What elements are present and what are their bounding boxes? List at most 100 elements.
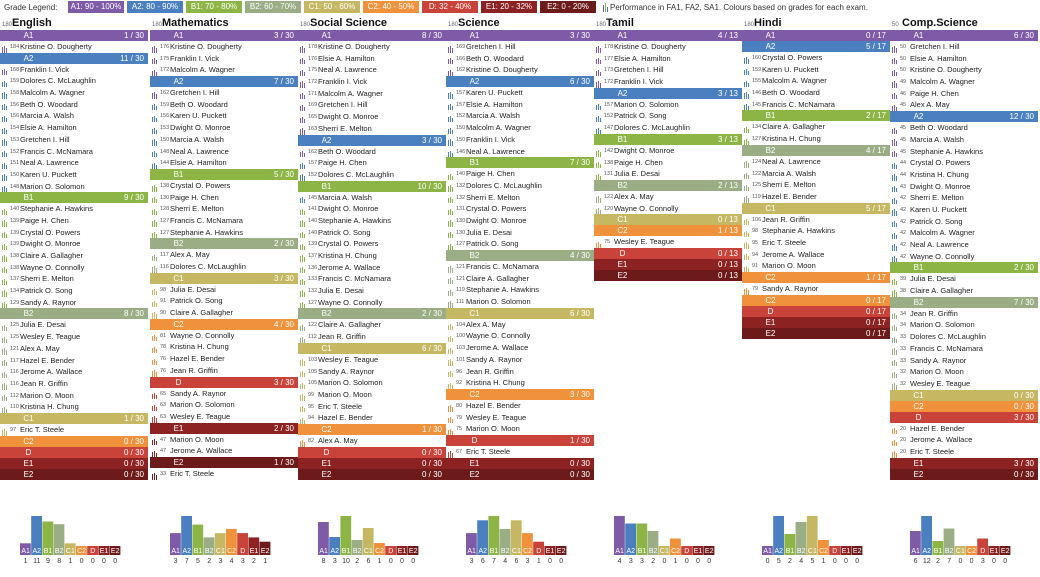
student-row: 137 Kristina H. Chung xyxy=(298,250,446,262)
grade-count: 0 / 13 xyxy=(717,259,738,269)
student-name: Neal A. Lawrence xyxy=(466,146,525,156)
histogram-value-label: 0 xyxy=(855,558,859,565)
grade-band-e2: E2 0 / 30 xyxy=(0,468,148,480)
student-name: Jerome A. Wallace xyxy=(466,343,529,353)
student-name: Neal A. Lawrence xyxy=(20,158,79,168)
histogram-value-label: 2 xyxy=(651,558,655,565)
histogram-value-label: 5 xyxy=(196,558,200,565)
student-row: 116 Dolores C. McLaughlin xyxy=(150,261,298,273)
student-score: 175 xyxy=(308,67,318,74)
student-name: Kristina H. Chung xyxy=(170,342,229,352)
student-row: 100 Wayne O. Connolly xyxy=(446,330,594,343)
student-row: 45 Beth O. Woodard xyxy=(890,122,1038,134)
histogram-category-swatch xyxy=(625,546,636,555)
histogram-value-label: 1 xyxy=(537,558,541,565)
student-name: Sherri E. Melton xyxy=(170,204,224,214)
student-score: 155 xyxy=(752,78,762,85)
student-name: Jean R. Griffin xyxy=(762,214,810,224)
histogram-category-swatch xyxy=(670,546,681,555)
exam-performance-icon xyxy=(300,298,306,309)
grade-label: E2 xyxy=(321,469,332,479)
grade-count: 8 / 30 xyxy=(421,31,442,40)
histogram-value-label: 0 xyxy=(970,558,974,565)
exam-performance-icon xyxy=(448,193,454,204)
student-score: 132 xyxy=(456,194,466,201)
student-name: Francis C. McNamara xyxy=(466,262,539,271)
histogram-value-label: 6 xyxy=(481,558,485,565)
student-name: Eric T. Steele xyxy=(20,424,65,434)
grade-label: B2 xyxy=(23,309,34,319)
histogram-value-label: 3 xyxy=(640,558,644,565)
student-name: Sandy A. Raynor xyxy=(762,284,819,293)
student-name: Marion O. Moon xyxy=(910,367,964,377)
student-row: 153 Gretchen I. Hill xyxy=(0,134,148,146)
exam-performance-icon xyxy=(152,54,158,65)
student-score: 151 xyxy=(10,160,20,167)
histogram-category-label: B1 xyxy=(342,548,351,555)
student-score: 138 xyxy=(604,159,614,166)
histogram-bar xyxy=(910,531,921,546)
subject-name: English xyxy=(12,17,52,29)
student-score: 140 xyxy=(308,229,318,236)
student-name: Paige H. Chen xyxy=(910,88,959,98)
student-row: 130 Paige H. Chen xyxy=(150,192,298,204)
exam-performance-icon xyxy=(448,425,454,435)
histogram-category-swatch xyxy=(362,546,374,555)
student-score: 117 xyxy=(10,357,19,364)
exam-performance-icon xyxy=(448,112,454,123)
histogram-bar xyxy=(670,538,681,546)
exam-performance-icon xyxy=(448,66,454,77)
student-name: Jean R. Griffin xyxy=(910,308,958,318)
student-score: 79 xyxy=(752,286,759,292)
histogram-category-label: E2 xyxy=(261,548,270,555)
histogram-value-label: 4 xyxy=(503,558,507,565)
exam-performance-icon xyxy=(2,240,8,250)
grade-label: C2 xyxy=(913,401,924,411)
student-row: 150 Malcolm A. Wagner xyxy=(446,122,594,134)
student-row: 112 Jean R. Griffin xyxy=(298,331,446,343)
student-score: 63 xyxy=(160,413,167,420)
student-score: 20 xyxy=(900,425,907,432)
exam-performance-icon xyxy=(300,89,306,100)
student-name: Julia E. Desai xyxy=(20,320,66,330)
histogram-category-swatch xyxy=(943,546,955,555)
student-row: 159 Dolores C. McLaughlin xyxy=(0,75,148,88)
student-score: 117 xyxy=(160,252,169,259)
exam-performance-icon xyxy=(892,241,898,251)
student-score: 172 xyxy=(604,79,614,86)
student-name: Kristine O. Dougherty xyxy=(318,42,390,51)
grade-count: 3 / 30 xyxy=(273,273,294,283)
student-row: 152 Marcia A. Walsh xyxy=(446,110,594,123)
histogram-category-label: C2 xyxy=(671,548,680,555)
grade-label: A1 xyxy=(321,31,332,40)
grade-label: E1 xyxy=(765,317,776,327)
student-row: 33 Sandy A. Raynor xyxy=(890,355,1038,367)
student-row: 151 Neal A. Lawrence xyxy=(0,157,148,169)
histogram-bar xyxy=(181,516,192,546)
student-name: Beth O. Woodard xyxy=(318,146,376,156)
histogram-bar xyxy=(806,516,818,546)
student-row: 131 Crystal O. Powers xyxy=(446,203,594,215)
student-score: 160 xyxy=(752,55,762,61)
histogram-bar xyxy=(522,533,533,546)
student-score: 67 xyxy=(456,448,463,455)
student-score: 127 xyxy=(456,241,466,248)
student-row: 99 Marion O. Moon xyxy=(298,389,446,401)
student-row: 79 Wesley E. Teague xyxy=(446,412,594,424)
student-row: 91 Patrick O. Song xyxy=(150,295,298,308)
grade-label: B2 xyxy=(173,239,184,249)
student-row: 138 Wayne O. Connolly xyxy=(0,262,148,274)
student-name: Malcolm A. Wagner xyxy=(910,77,975,87)
histogram-value-label: 0 xyxy=(400,558,404,565)
student-score: 121 xyxy=(456,264,466,270)
histogram-value-label: 2 xyxy=(207,558,211,565)
exam-performance-icon xyxy=(2,112,8,123)
grade-band-b2: B2 8 / 30 xyxy=(0,308,148,320)
student-row: 121 Alex A. May xyxy=(0,343,148,355)
student-name: Julia E. Desai xyxy=(170,284,216,294)
student-score: 148 xyxy=(160,148,170,155)
exam-performance-icon xyxy=(2,77,8,88)
student-score: 152 xyxy=(308,171,318,178)
histogram-bar xyxy=(351,540,363,546)
student-name: Gretchen I. Hill xyxy=(614,65,664,75)
